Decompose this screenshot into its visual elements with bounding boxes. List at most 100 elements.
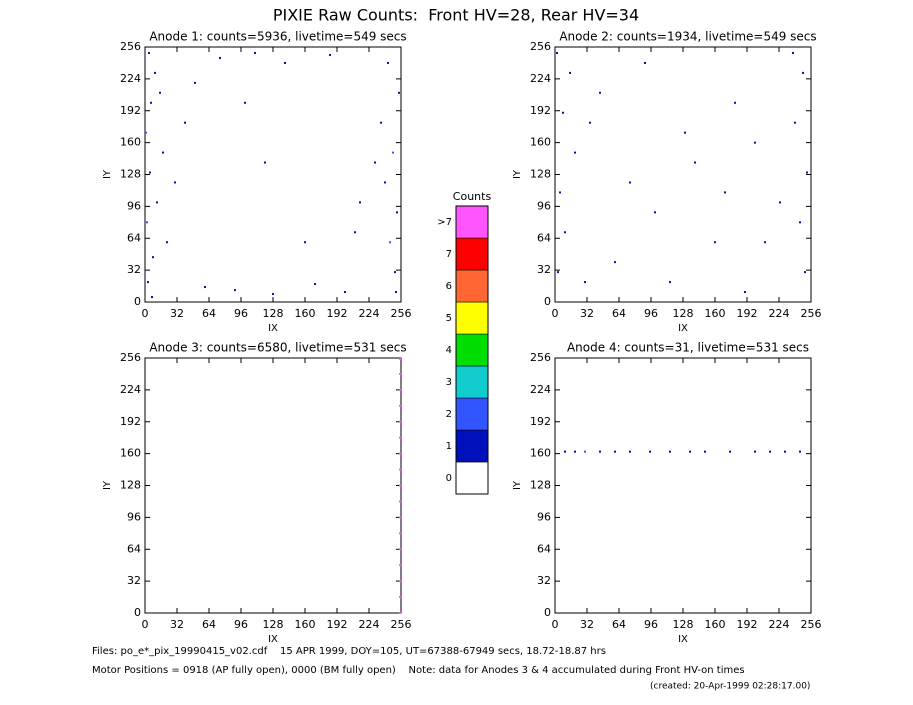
y-tick-label: 64 xyxy=(127,231,141,244)
y-axis-label: IY xyxy=(102,480,113,490)
colorbar-label: 7 xyxy=(446,249,452,260)
x-tick-label: 128 xyxy=(673,618,694,631)
x-tick-label: 256 xyxy=(391,618,412,631)
colorbar-label: 4 xyxy=(446,345,452,356)
colorbar-swatch xyxy=(455,397,489,431)
count-pixel xyxy=(629,181,631,184)
x-tick-label: 32 xyxy=(580,618,594,631)
count-pixel xyxy=(392,151,394,154)
colorbar-title: Counts xyxy=(453,190,492,203)
y-tick-label: 0 xyxy=(134,606,141,619)
count-pixel xyxy=(599,91,601,94)
x-tick-label: 160 xyxy=(705,307,726,320)
count-pixel xyxy=(724,191,726,194)
y-tick-label: 256 xyxy=(120,351,141,364)
count-pixel xyxy=(704,450,706,453)
count-pixel xyxy=(389,241,391,244)
x-tick-label: 256 xyxy=(801,307,822,320)
colorbar-label: 0 xyxy=(446,473,452,484)
count-pixel xyxy=(194,81,196,84)
count-pixel xyxy=(162,151,164,154)
count-pixel xyxy=(729,450,731,453)
count-pixel xyxy=(374,161,376,164)
count-pixel xyxy=(219,56,221,59)
plot-frame xyxy=(554,357,812,614)
count-pixel xyxy=(399,580,401,583)
x-tick-label: 0 xyxy=(142,307,149,320)
x-tick-label: 64 xyxy=(612,307,626,320)
x-tick-label: 96 xyxy=(234,618,248,631)
count-pixel xyxy=(584,281,586,284)
x-tick-label: 32 xyxy=(170,307,184,320)
x-axis-label: IX xyxy=(268,634,278,645)
count-pixel xyxy=(399,436,401,439)
y-tick-label: 128 xyxy=(120,479,141,492)
count-pixel xyxy=(764,241,766,244)
count-pixel xyxy=(754,450,756,453)
page-title: PIXIE Raw Counts: Front HV=28, Rear HV=3… xyxy=(273,6,639,25)
colorbar-label: 5 xyxy=(446,313,452,324)
count-pixel xyxy=(669,450,671,453)
panel-title: Anode 1: counts=5936, livetime=549 secs xyxy=(149,30,406,44)
count-pixel xyxy=(387,61,389,64)
count-pixel xyxy=(398,91,400,94)
colorbar-label: 6 xyxy=(446,281,452,292)
count-pixel xyxy=(614,261,616,264)
footer-created: (created: 20-Apr-1999 02:28:17.00) xyxy=(650,682,810,692)
count-pixel xyxy=(654,211,656,214)
y-tick-label: 160 xyxy=(530,136,551,149)
y-axis-label: IY xyxy=(512,169,523,179)
colorbar-swatch xyxy=(455,237,489,271)
count-pixel xyxy=(589,121,591,124)
y-tick-label: 128 xyxy=(120,168,141,181)
count-pixel xyxy=(556,51,558,54)
x-tick-label: 224 xyxy=(359,307,380,320)
colorbar-swatch xyxy=(455,429,489,463)
y-tick-label: 256 xyxy=(530,40,551,53)
count-pixel xyxy=(145,131,147,134)
x-axis-label: IX xyxy=(678,323,688,334)
x-tick-label: 96 xyxy=(644,307,658,320)
y-tick-label: 224 xyxy=(530,383,551,396)
colorbar-swatch xyxy=(455,269,489,303)
count-pixel xyxy=(148,51,150,54)
x-tick-label: 160 xyxy=(295,307,316,320)
count-pixel xyxy=(794,121,796,124)
count-pixel xyxy=(272,293,274,296)
count-pixel xyxy=(399,420,401,423)
colorbar-label: >7 xyxy=(437,217,452,228)
x-axis-label: IX xyxy=(678,634,688,645)
count-pixel xyxy=(395,291,397,294)
count-pixel xyxy=(244,101,246,104)
count-pixel xyxy=(156,201,158,204)
count-pixel xyxy=(147,281,149,284)
count-pixel xyxy=(564,231,566,234)
count-pixel xyxy=(234,289,236,292)
y-axis-label: IY xyxy=(102,169,113,179)
y-tick-label: 0 xyxy=(544,295,551,308)
count-pixel xyxy=(792,51,794,54)
y-tick-label: 192 xyxy=(120,415,141,428)
footer-files: Files: po_e*_pix_19990415_v02.cdf 15 APR… xyxy=(92,646,606,657)
x-tick-label: 192 xyxy=(737,307,758,320)
count-pixel xyxy=(304,241,306,244)
y-tick-label: 160 xyxy=(120,447,141,460)
count-pixel xyxy=(380,121,382,124)
y-tick-label: 96 xyxy=(537,510,551,523)
count-pixel xyxy=(159,91,161,94)
colorbar-swatch xyxy=(455,333,489,367)
count-pixel xyxy=(714,241,716,244)
count-pixel xyxy=(354,231,356,234)
y-tick-label: 160 xyxy=(530,447,551,460)
count-pixel xyxy=(149,171,151,174)
count-pixel xyxy=(649,450,651,453)
x-tick-label: 224 xyxy=(359,618,380,631)
count-pixel xyxy=(344,291,346,294)
count-pixel xyxy=(684,131,686,134)
x-tick-label: 128 xyxy=(263,618,284,631)
count-pixel xyxy=(564,450,566,453)
x-tick-label: 64 xyxy=(202,618,216,631)
count-pixel xyxy=(574,151,576,154)
colorbar-swatch xyxy=(455,301,489,335)
count-pixel xyxy=(166,241,168,244)
